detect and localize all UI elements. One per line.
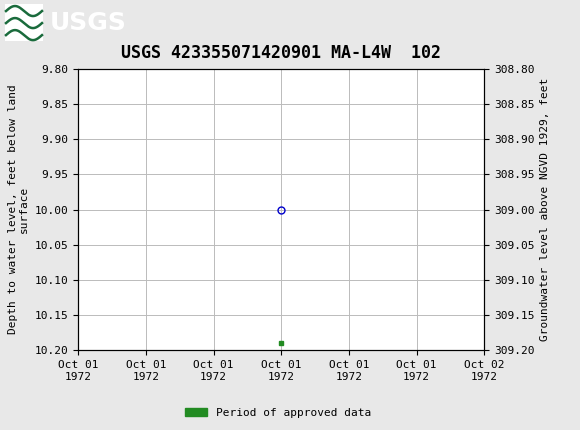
Y-axis label: Groundwater level above NGVD 1929, feet: Groundwater level above NGVD 1929, feet: [540, 78, 550, 341]
FancyBboxPatch shape: [5, 4, 43, 41]
Y-axis label: Depth to water level, feet below land
surface: Depth to water level, feet below land su…: [8, 85, 29, 335]
Title: USGS 423355071420901 MA-L4W  102: USGS 423355071420901 MA-L4W 102: [121, 44, 441, 61]
Text: USGS: USGS: [50, 11, 127, 35]
Legend: Period of approved data: Period of approved data: [181, 403, 376, 422]
